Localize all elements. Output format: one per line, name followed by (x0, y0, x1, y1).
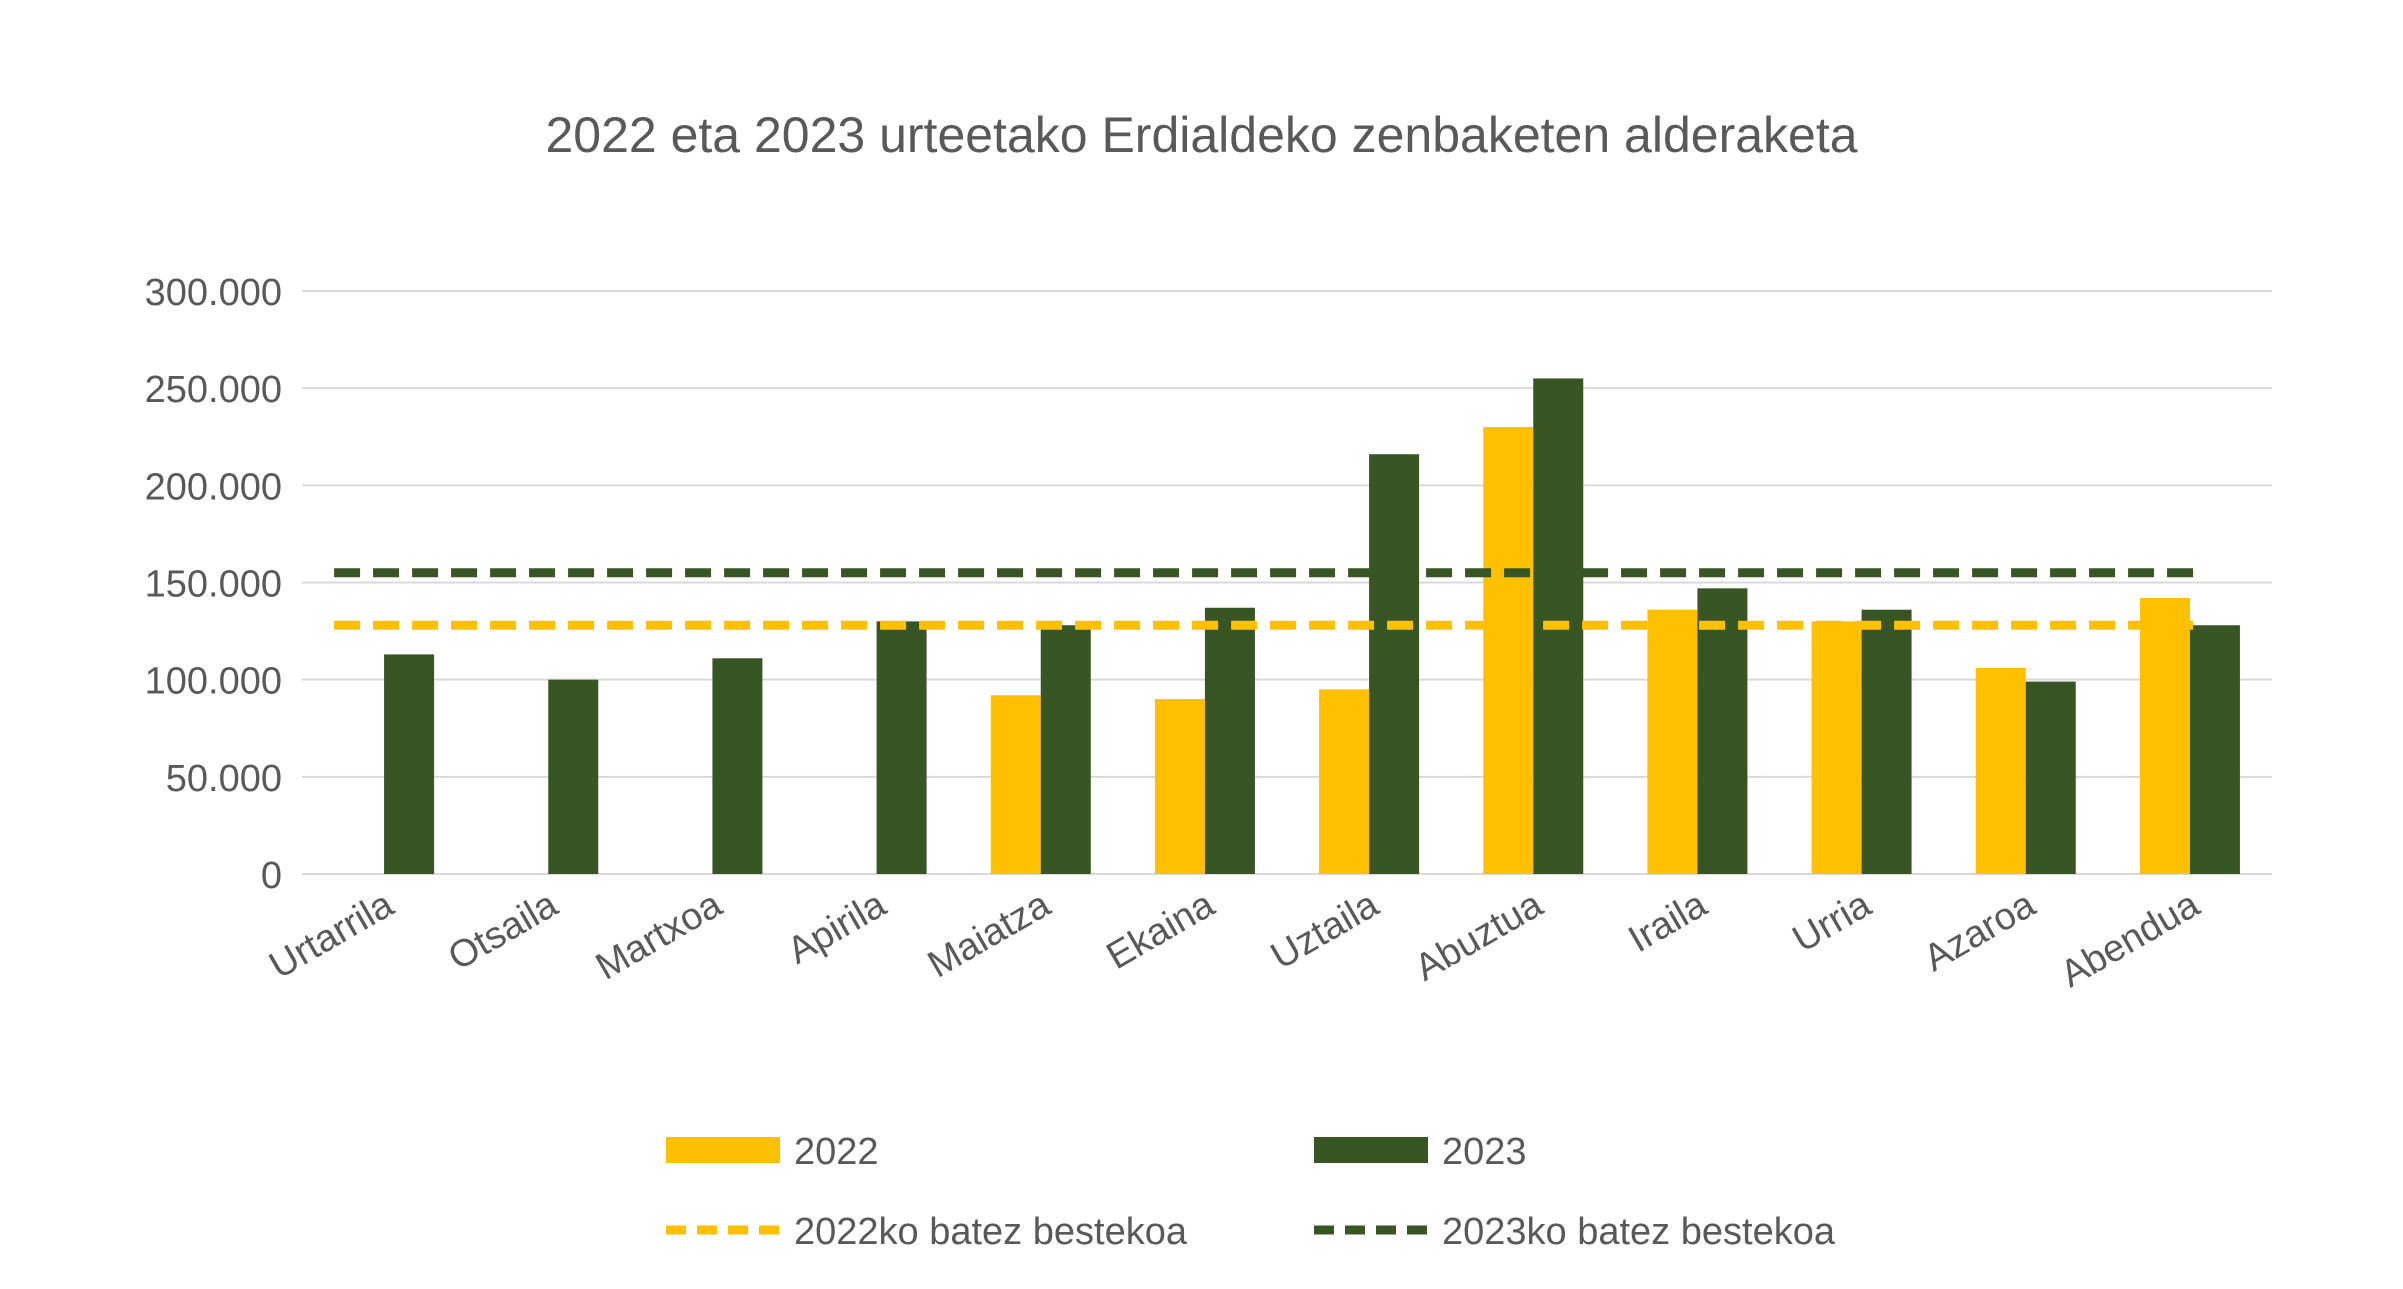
y-tick-label: 250.000 (145, 369, 282, 411)
bar-2023-urria (1861, 609, 1912, 874)
bar-2023-iraila (1697, 588, 1748, 874)
bar-2022-abuztua (1483, 427, 1534, 874)
x-tick-label: Ekaina (1100, 883, 1222, 978)
x-axis-tick-labels: Urtarrila Otsaila Martxoa Apirila Maiatza Eka… (263, 883, 2208, 996)
y-tick-label: 300.000 (145, 272, 282, 314)
y-tick-label: 200.000 (145, 466, 282, 508)
gridlines (302, 290, 2272, 875)
y-tick-label: 150.000 (145, 564, 282, 606)
bar-2022-abendua (2139, 598, 2190, 874)
legend-swatch-2022 (666, 1137, 780, 1163)
x-tick-label: Maiatza (921, 883, 1058, 986)
y-axis-tick-labels: 0 50.000 100.000 150.000 200.000 250.000 300.0… (145, 272, 282, 897)
bar-2023-otsaila (548, 679, 599, 874)
legend-label: 2022 (794, 1131, 879, 1173)
x-tick-label: Otsaila (441, 883, 565, 979)
bar-2022-maiatza (990, 695, 1041, 874)
x-tick-label: Abendua (2054, 883, 2208, 996)
x-tick-label: Azaroa (1917, 883, 2043, 980)
bar-2023-abendua (2189, 625, 2240, 874)
bar-2023-uztaila (1369, 454, 1420, 874)
bar-2022-iraila (1647, 609, 1698, 874)
bar-2023-apirila (876, 621, 927, 874)
bars (384, 378, 2240, 874)
x-tick-label: Urria (1786, 883, 1879, 961)
x-tick-label: Urtarrila (263, 883, 402, 987)
x-tick-label: Abuztua (1408, 883, 1551, 990)
x-tick-label: Martxoa (589, 883, 730, 988)
bar-2023-maiatza (1040, 625, 1091, 874)
x-tick-label: Apirila (781, 883, 894, 973)
chart-title: 2022 eta 2023 urteetako Erdialdeko zenba… (545, 107, 1857, 163)
legend-label: 2022ko batez bestekoa (794, 1211, 1188, 1253)
bar-2023-azaroa (2025, 681, 2076, 874)
bar-2022-uztaila (1319, 689, 1370, 874)
bar-2022-urria (1811, 621, 1862, 874)
y-tick-label: 50.000 (166, 758, 282, 800)
bar-2022-azaroa (1975, 668, 2026, 874)
legend-label: 2023ko batez bestekoa (1442, 1211, 1836, 1253)
y-tick-label: 100.000 (145, 661, 282, 703)
bar-2023-ekaina (1204, 607, 1255, 874)
x-tick-label: Uztaila (1264, 883, 1386, 978)
legend: 2022 2023 2022ko batez bestekoa 2023ko bate… (666, 1131, 1836, 1253)
bar-2023-martxoa (712, 658, 763, 874)
legend-swatch-2023 (1314, 1137, 1428, 1163)
reference-lines (334, 568, 2200, 630)
x-tick-label: Iraila (1622, 883, 1715, 961)
bar-2022-ekaina (1154, 699, 1205, 874)
bar-2023-urtarrila (384, 654, 435, 874)
legend-label: 2023 (1442, 1131, 1527, 1173)
y-tick-label: 0 (261, 855, 282, 897)
